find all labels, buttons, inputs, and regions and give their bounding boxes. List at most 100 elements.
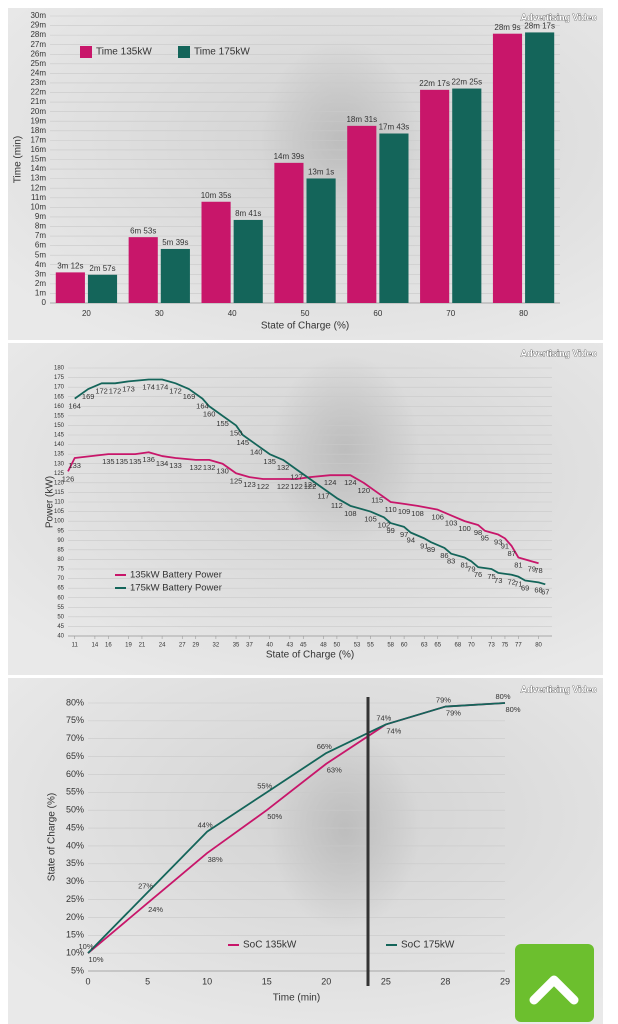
y-tick-label: 11m — [31, 193, 46, 202]
y-axis-label: State of Charge (%) — [47, 793, 58, 881]
data-label: 74% — [376, 713, 391, 722]
series-line — [74, 378, 546, 586]
y-tick-label: 80 — [57, 557, 64, 563]
x-tick-label: 80 — [535, 643, 542, 649]
x-tick-label: 43 — [286, 643, 293, 649]
y-tick-label: 24m — [30, 69, 46, 78]
data-label: 172 — [95, 386, 108, 395]
data-label: 123 — [243, 480, 256, 489]
y-tick-label: 5m — [35, 250, 46, 259]
data-label: 122 — [290, 482, 303, 491]
data-label: 10% — [88, 955, 103, 964]
y-tick-label: 150 — [54, 423, 65, 429]
x-tick-label: 53 — [354, 643, 361, 649]
y-tick-label: 25m — [30, 59, 46, 68]
x-tick-label: 10 — [202, 976, 212, 986]
data-label: 164 — [196, 402, 209, 411]
y-tick-label: 50 — [57, 614, 64, 620]
data-label: 79 — [467, 564, 475, 573]
data-label: 127 — [290, 472, 303, 481]
x-tick-label: 58 — [387, 643, 394, 649]
data-label: 135 — [102, 457, 115, 466]
x-tick-label: 70 — [446, 309, 455, 318]
x-axis-label: Time (min) — [273, 993, 320, 1004]
data-label: 13m 1s — [308, 168, 334, 177]
y-tick-label: 2m — [35, 279, 46, 288]
x-tick-label: 63 — [421, 643, 428, 649]
data-label: 55% — [257, 781, 272, 790]
y-tick-label: 110 — [54, 500, 64, 506]
y-tick-label: 60 — [57, 595, 64, 601]
x-axis-label: State of Charge (%) — [266, 650, 354, 661]
data-label: 80% — [505, 705, 520, 714]
y-tick-label: 18m — [30, 126, 46, 135]
x-tick-label: 37 — [246, 643, 253, 649]
legend-swatch — [80, 46, 92, 58]
data-label: 79 — [528, 564, 536, 573]
data-label: 126 — [62, 474, 75, 483]
data-label: 3m 12s — [57, 261, 83, 270]
data-label: 2m 57s — [89, 264, 115, 273]
data-label: 79% — [446, 709, 461, 718]
bar — [347, 125, 377, 303]
data-label: 78 — [534, 566, 542, 575]
data-label: 44% — [198, 821, 213, 830]
data-label: 87 — [507, 549, 515, 558]
y-tick-label: 22m — [30, 88, 46, 97]
data-label: 123 — [304, 480, 317, 489]
data-label: 17m 43s — [379, 123, 410, 132]
y-tick-label: 70 — [57, 576, 64, 582]
data-label: 67 — [541, 587, 549, 596]
charts: Advertising Video01m2m3m4m5m6m7m8m9m10m1… — [13, 11, 598, 1004]
data-label: 74% — [386, 726, 401, 735]
data-label: 110 — [385, 505, 397, 514]
x-tick-label: 45 — [300, 643, 307, 649]
y-tick-label: 105 — [54, 509, 65, 515]
y-tick-label: 50% — [66, 805, 84, 815]
data-label: 100 — [458, 524, 471, 533]
data-label: 69 — [521, 583, 529, 592]
scroll-top-button[interactable] — [515, 944, 594, 1022]
y-tick-label: 23m — [30, 78, 46, 87]
x-tick-label: 68 — [455, 643, 462, 649]
data-label: 50% — [267, 812, 282, 821]
bar — [274, 162, 304, 303]
x-tick-label: 24 — [159, 643, 166, 649]
x-tick-label: 29 — [500, 976, 510, 986]
y-tick-label: 45% — [66, 822, 84, 832]
data-label: 38% — [208, 855, 223, 864]
y-tick-label: 155 — [54, 413, 65, 419]
data-label: 109 — [398, 507, 411, 516]
data-label: 91 — [501, 541, 509, 550]
x-tick-label: 48 — [320, 643, 327, 649]
x-tick-label: 14 — [92, 643, 99, 649]
bar — [420, 89, 450, 304]
legend-label: 135kW Battery Power — [130, 570, 222, 581]
y-tick-label: 6m — [35, 241, 46, 250]
y-tick-label: 160 — [54, 404, 65, 410]
chevron-up-icon[interactable] — [529, 975, 579, 1005]
data-label: 10% — [78, 942, 93, 951]
data-label: 102 — [378, 520, 391, 529]
data-label: 24% — [148, 905, 163, 914]
x-tick-label: 60 — [373, 309, 382, 318]
y-tick-label: 85 — [57, 547, 64, 553]
y-tick-label: 26m — [30, 49, 46, 58]
y-tick-label: 15m — [30, 155, 46, 164]
data-label: 86 — [440, 551, 448, 560]
data-label: 66% — [317, 742, 332, 751]
data-label: 145 — [237, 438, 250, 447]
y-tick-label: 75% — [66, 715, 84, 725]
data-label: 81 — [460, 560, 468, 569]
data-label: 27% — [138, 881, 153, 890]
data-label: 68 — [534, 585, 542, 594]
data-label: 115 — [371, 495, 383, 504]
data-label: 103 — [445, 518, 458, 527]
data-label: 75 — [487, 572, 495, 581]
data-label: 135 — [263, 457, 276, 466]
x-tick-label: 27 — [179, 643, 186, 649]
bar — [379, 133, 409, 303]
data-label: 134 — [156, 459, 169, 468]
data-label: 125 — [230, 476, 243, 485]
